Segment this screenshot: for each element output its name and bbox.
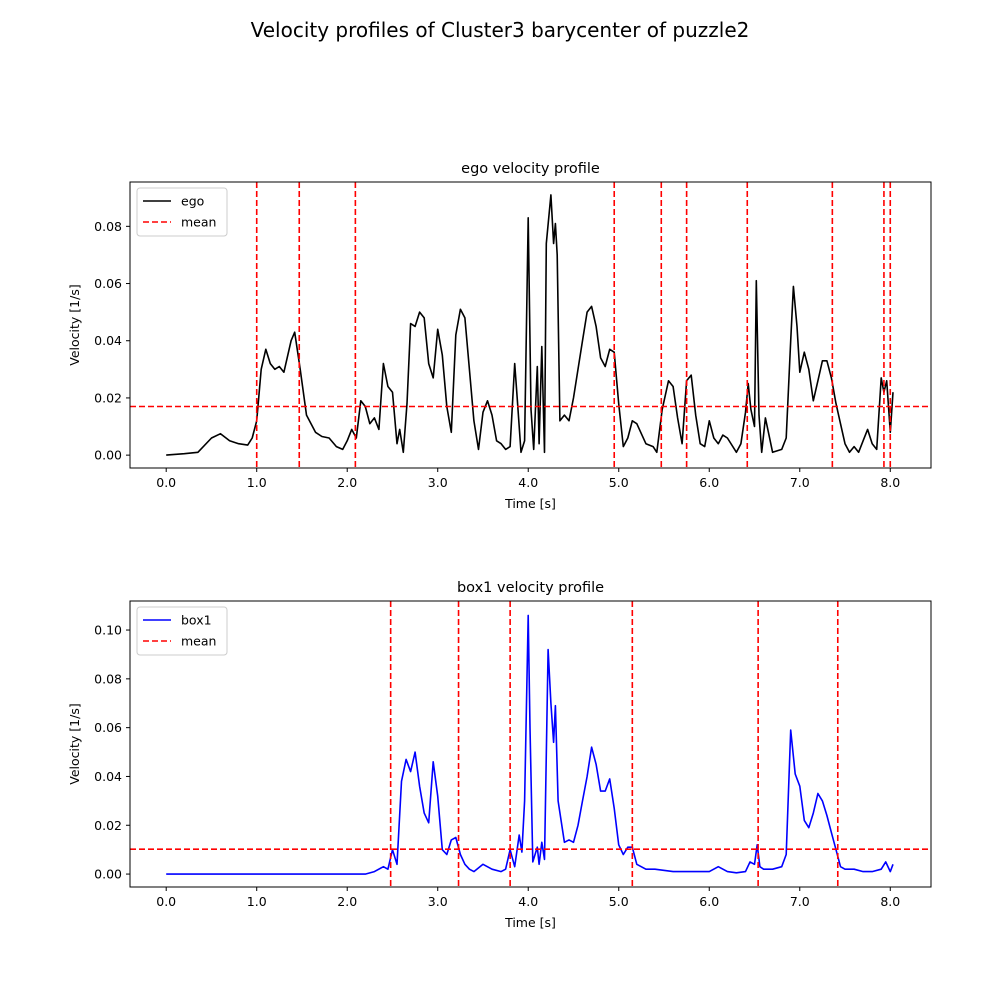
ego-velocity-line	[166, 194, 894, 456]
ego-x-tick-label: 5.0	[609, 475, 629, 490]
box1-plot-area	[130, 601, 931, 887]
box1-y-axis-label: Velocity [1/s]	[67, 703, 82, 784]
box1-x-tick-label: 3.0	[428, 894, 448, 909]
box1-x-tick-label: 4.0	[518, 894, 538, 909]
box1-x-tick-label: 5.0	[609, 894, 629, 909]
box1-velocity-line	[166, 614, 894, 875]
ego-legend-box	[136, 187, 228, 237]
ego-y-tick-label: 0.04	[94, 333, 122, 348]
ego-axes-frame	[129, 181, 932, 469]
box1-y-tick-label: 0.02	[94, 818, 122, 833]
ego-velocity-chart: ego velocity profile 0.0 1.0 2.0 3.0 4.0 5.0 6.…	[67, 161, 932, 511]
ego-x-tick-label: 4.0	[518, 475, 538, 490]
ego-plot-area	[130, 182, 931, 468]
box1-y-tick-label: 0.00	[94, 867, 122, 882]
box1-x-tick-label: 7.0	[790, 894, 810, 909]
box1-chart-title: box1 velocity profile	[457, 580, 604, 596]
box1-x-tick-label: 8.0	[880, 894, 900, 909]
box1-x-tick-label: 0.0	[156, 894, 176, 909]
ego-x-axis-label: Time [s]	[504, 496, 556, 511]
ego-x-tick-label: 3.0	[428, 475, 448, 490]
ego-y-tick-label: 0.06	[94, 276, 122, 291]
ego-x-tick-label: 6.0	[699, 475, 719, 490]
box1-x-tick-label: 2.0	[337, 894, 357, 909]
ego-legend-label-ego: ego	[181, 194, 204, 209]
box1-x-tick-label: 1.0	[247, 894, 267, 909]
ego-x-tick-label: 1.0	[247, 475, 267, 490]
box1-axes-frame	[129, 600, 932, 888]
ego-x-tick-label: 7.0	[790, 475, 810, 490]
box1-x-axis-label: Time [s]	[504, 915, 556, 930]
box1-legend-label-mean: mean	[181, 634, 216, 649]
box1-x-tick-label: 6.0	[699, 894, 719, 909]
box1-legend: box1 mean	[136, 606, 228, 656]
ego-y-tick-label: 0.00	[94, 448, 122, 463]
ego-legend: ego mean	[136, 187, 228, 237]
box1-y-tick-label: 0.06	[94, 720, 122, 735]
ego-legend-label-mean: mean	[181, 215, 216, 230]
ego-x-tick-label: 8.0	[880, 475, 900, 490]
ego-y-axis-label: Velocity [1/s]	[67, 284, 82, 365]
ego-x-tick-label: 0.0	[156, 475, 176, 490]
box1-velocity-chart: box1 velocity profile 0.0 1.0 2.0 3.0 4.0 5.0 6…	[67, 580, 932, 930]
box1-y-tick-label: 0.08	[94, 671, 122, 686]
box1-legend-box	[136, 606, 228, 656]
ego-chart-title: ego velocity profile	[461, 161, 600, 177]
box1-y-tick-label: 0.04	[94, 769, 122, 784]
box1-y-tick-label: 0.10	[94, 623, 122, 638]
ego-y-tick-label: 0.08	[94, 219, 122, 234]
figure-suptitle: Velocity profiles of Cluster3 barycenter…	[251, 18, 750, 42]
ego-x-tick-label: 2.0	[337, 475, 357, 490]
ego-y-tick-label: 0.02	[94, 390, 122, 405]
box1-legend-label-box1: box1	[181, 613, 212, 628]
